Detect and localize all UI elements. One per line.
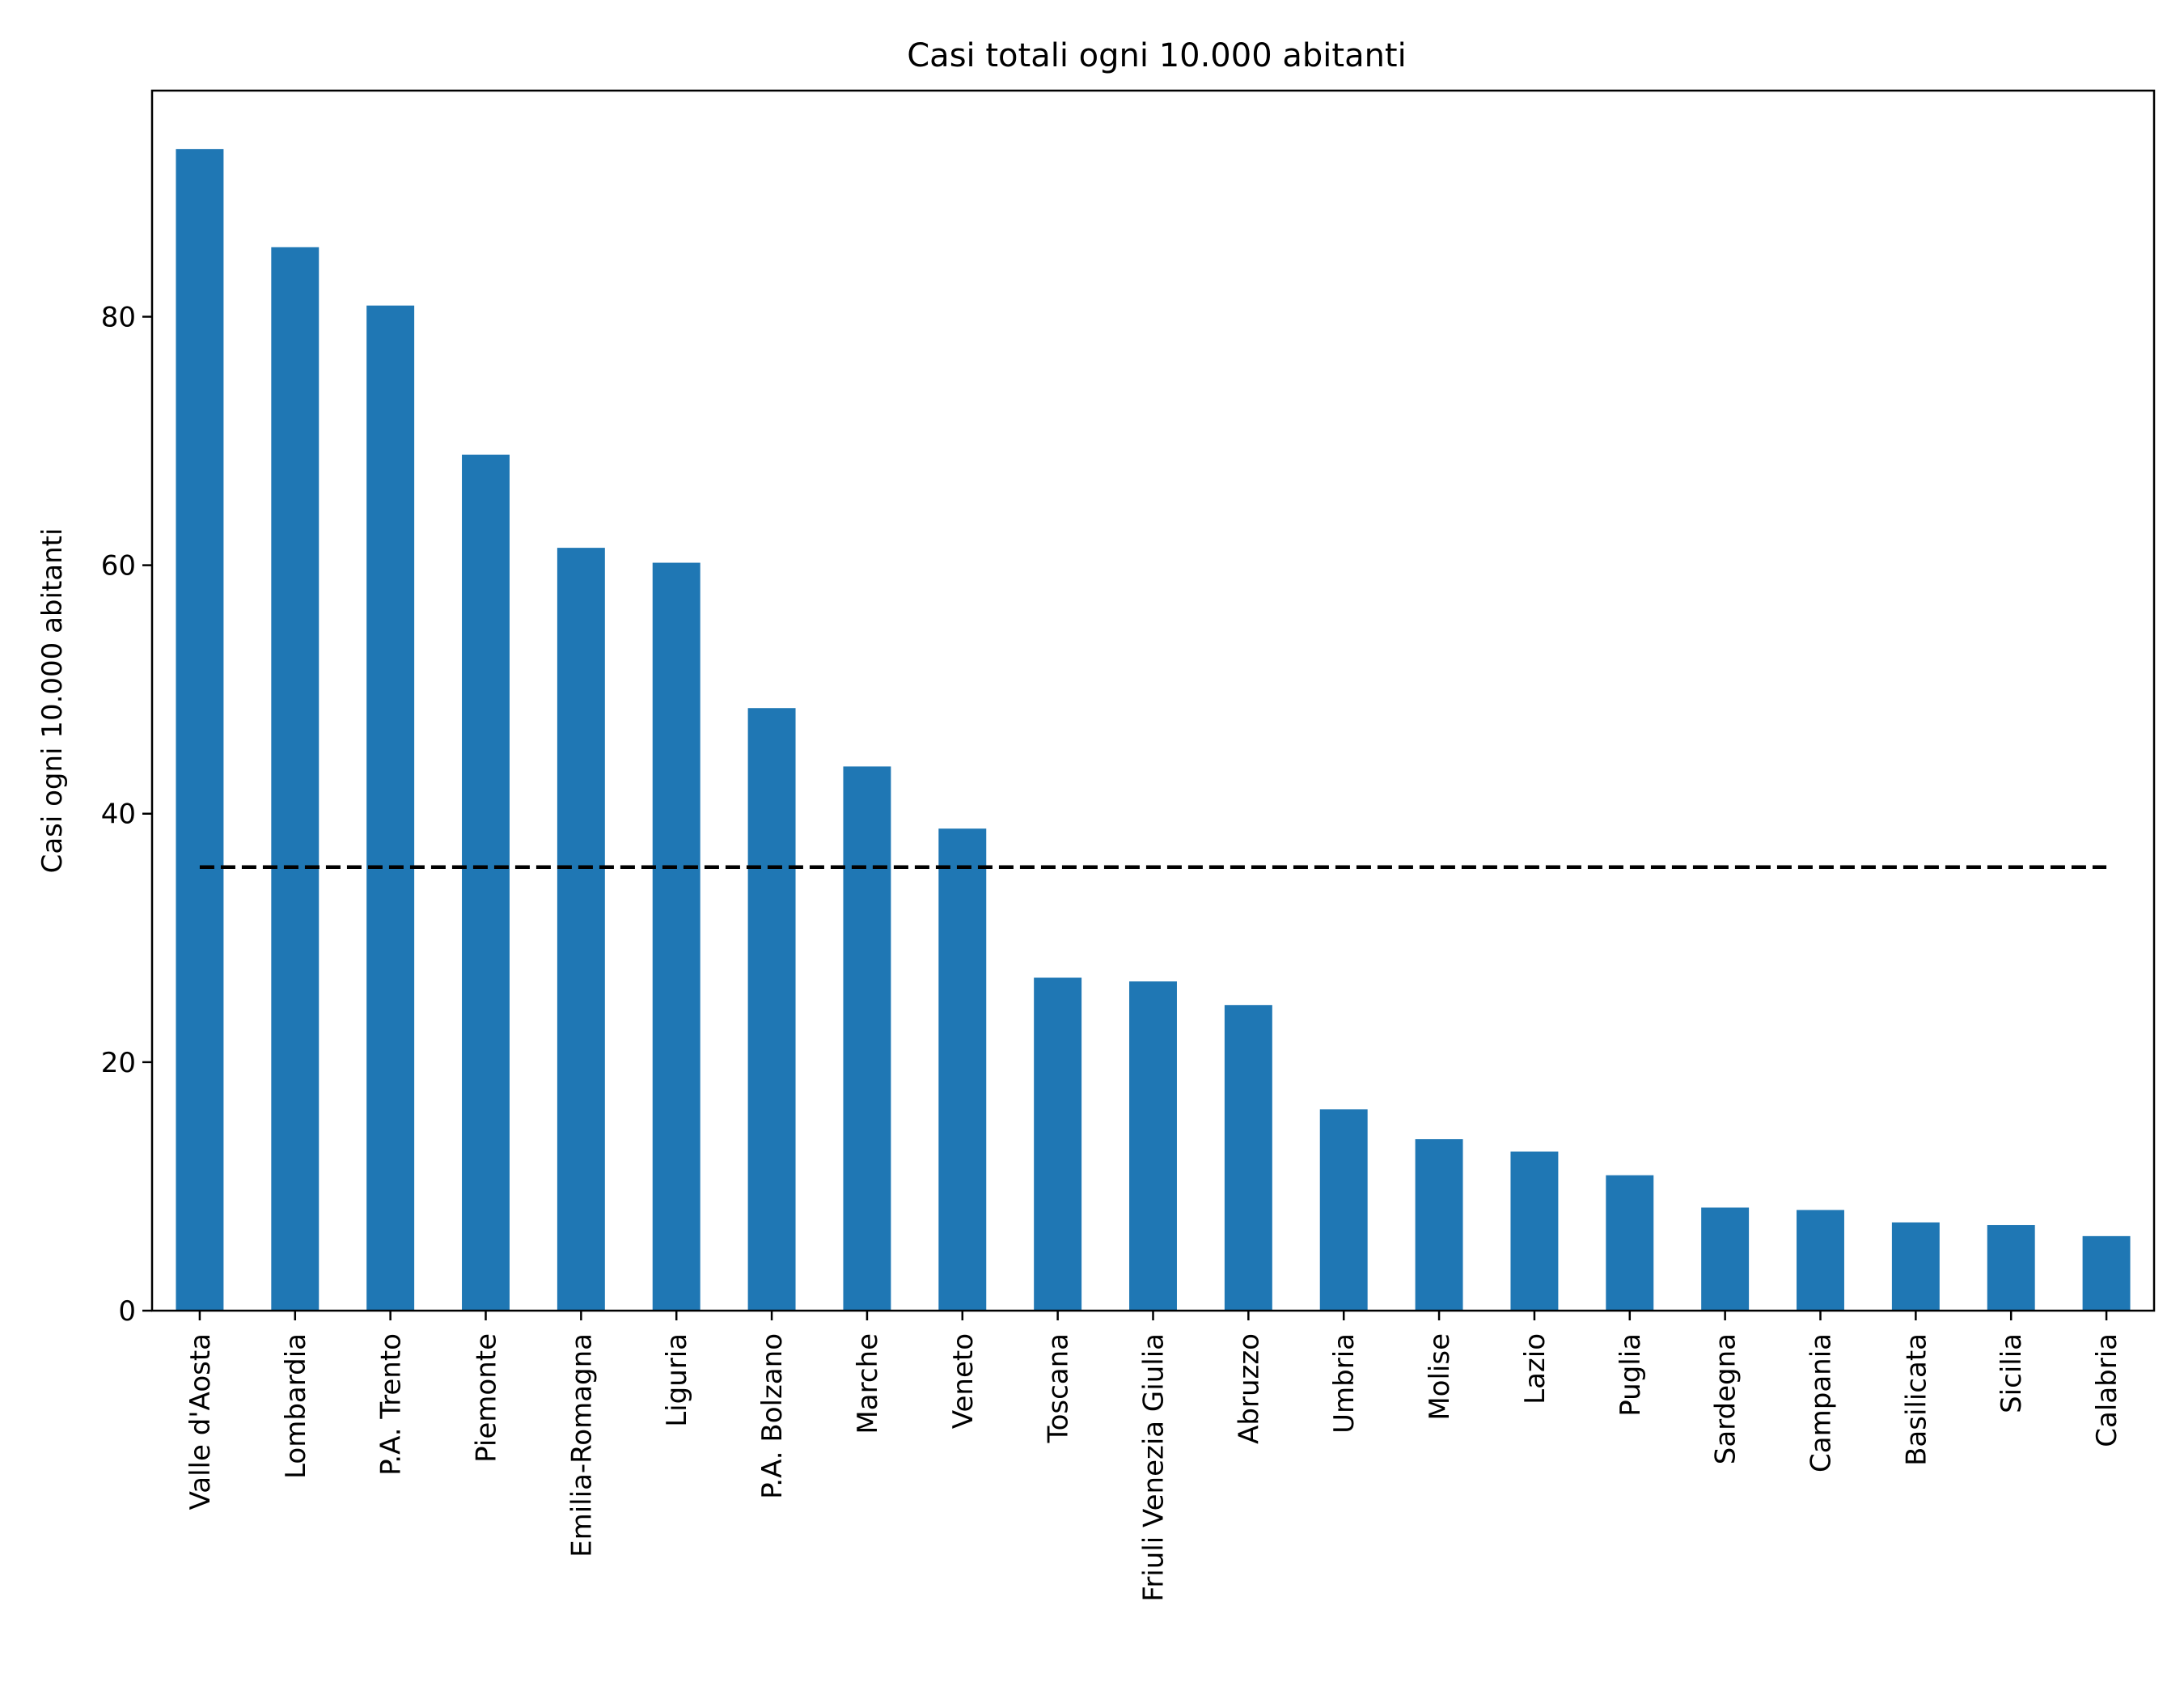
x-tick-label: Molise (1424, 1333, 1456, 1421)
x-tick-label: Puglia (1615, 1333, 1647, 1417)
x-tick-label: Veneto (947, 1333, 980, 1429)
y-axis-label: Casi ogni 10.000 abitanti (36, 528, 69, 874)
bar (1606, 1175, 1654, 1311)
x-tick-label: Lombardia (280, 1333, 312, 1479)
x-tick-label: Sicilia (1996, 1333, 2028, 1413)
x-tick-label: Sardegna (1710, 1333, 1742, 1464)
plot-area: 0 20 40 60 80 Valle d'Aosta Lombardia P.A. Tren… (101, 89, 2156, 1602)
bar (2082, 1235, 2131, 1311)
bar (843, 766, 891, 1311)
x-tick-label: Umbria (1328, 1333, 1361, 1434)
bar (747, 708, 796, 1311)
bar (1034, 977, 1082, 1311)
y-tick-label: 80 (101, 301, 136, 333)
bar (652, 562, 700, 1311)
bar (1987, 1225, 2035, 1311)
bar (1797, 1210, 1844, 1311)
bar (1129, 981, 1177, 1311)
x-tick-label: Liguria (661, 1333, 693, 1427)
y-tick-label: 20 (101, 1047, 136, 1079)
bar (1510, 1151, 1559, 1311)
x-tick-label: Friuli Venezia Giulia (1138, 1333, 1170, 1602)
bar (462, 454, 510, 1311)
bar (176, 149, 224, 1311)
x-tick-label: Emilia-Romagna (565, 1333, 598, 1557)
bar (557, 548, 605, 1311)
x-tick-label: Lazio (1519, 1333, 1551, 1405)
y-tick-label: 60 (101, 550, 136, 583)
x-tick-label: Marche (852, 1333, 884, 1434)
bar (366, 305, 415, 1311)
x-tick-label: P.A. Trento (375, 1333, 408, 1476)
chart-title: Casi totali ogni 10.000 abitanti (907, 37, 1406, 74)
x-tick-label: Toscana (1043, 1333, 1075, 1443)
x-tick-label: Calabria (2091, 1333, 2123, 1447)
y-tick-label: 40 (101, 799, 136, 831)
x-tick-label: Abruzzo (1233, 1333, 1265, 1444)
x-tick-label: Piemonte (471, 1333, 503, 1463)
x-tick-label: Valle d'Aosta (184, 1333, 217, 1510)
bar (938, 828, 987, 1311)
x-tick-label: P.A. Bolzano (756, 1333, 789, 1499)
bar (1891, 1222, 1940, 1311)
bar (1701, 1207, 1750, 1311)
bar (271, 247, 320, 1311)
y-tick-label: 0 (118, 1295, 136, 1328)
x-tick-label: Campania (1805, 1333, 1838, 1472)
bar (1319, 1109, 1368, 1311)
bar (1224, 1005, 1272, 1311)
bar (1415, 1139, 1463, 1311)
x-tick-label: Basilicata (1900, 1333, 1932, 1466)
